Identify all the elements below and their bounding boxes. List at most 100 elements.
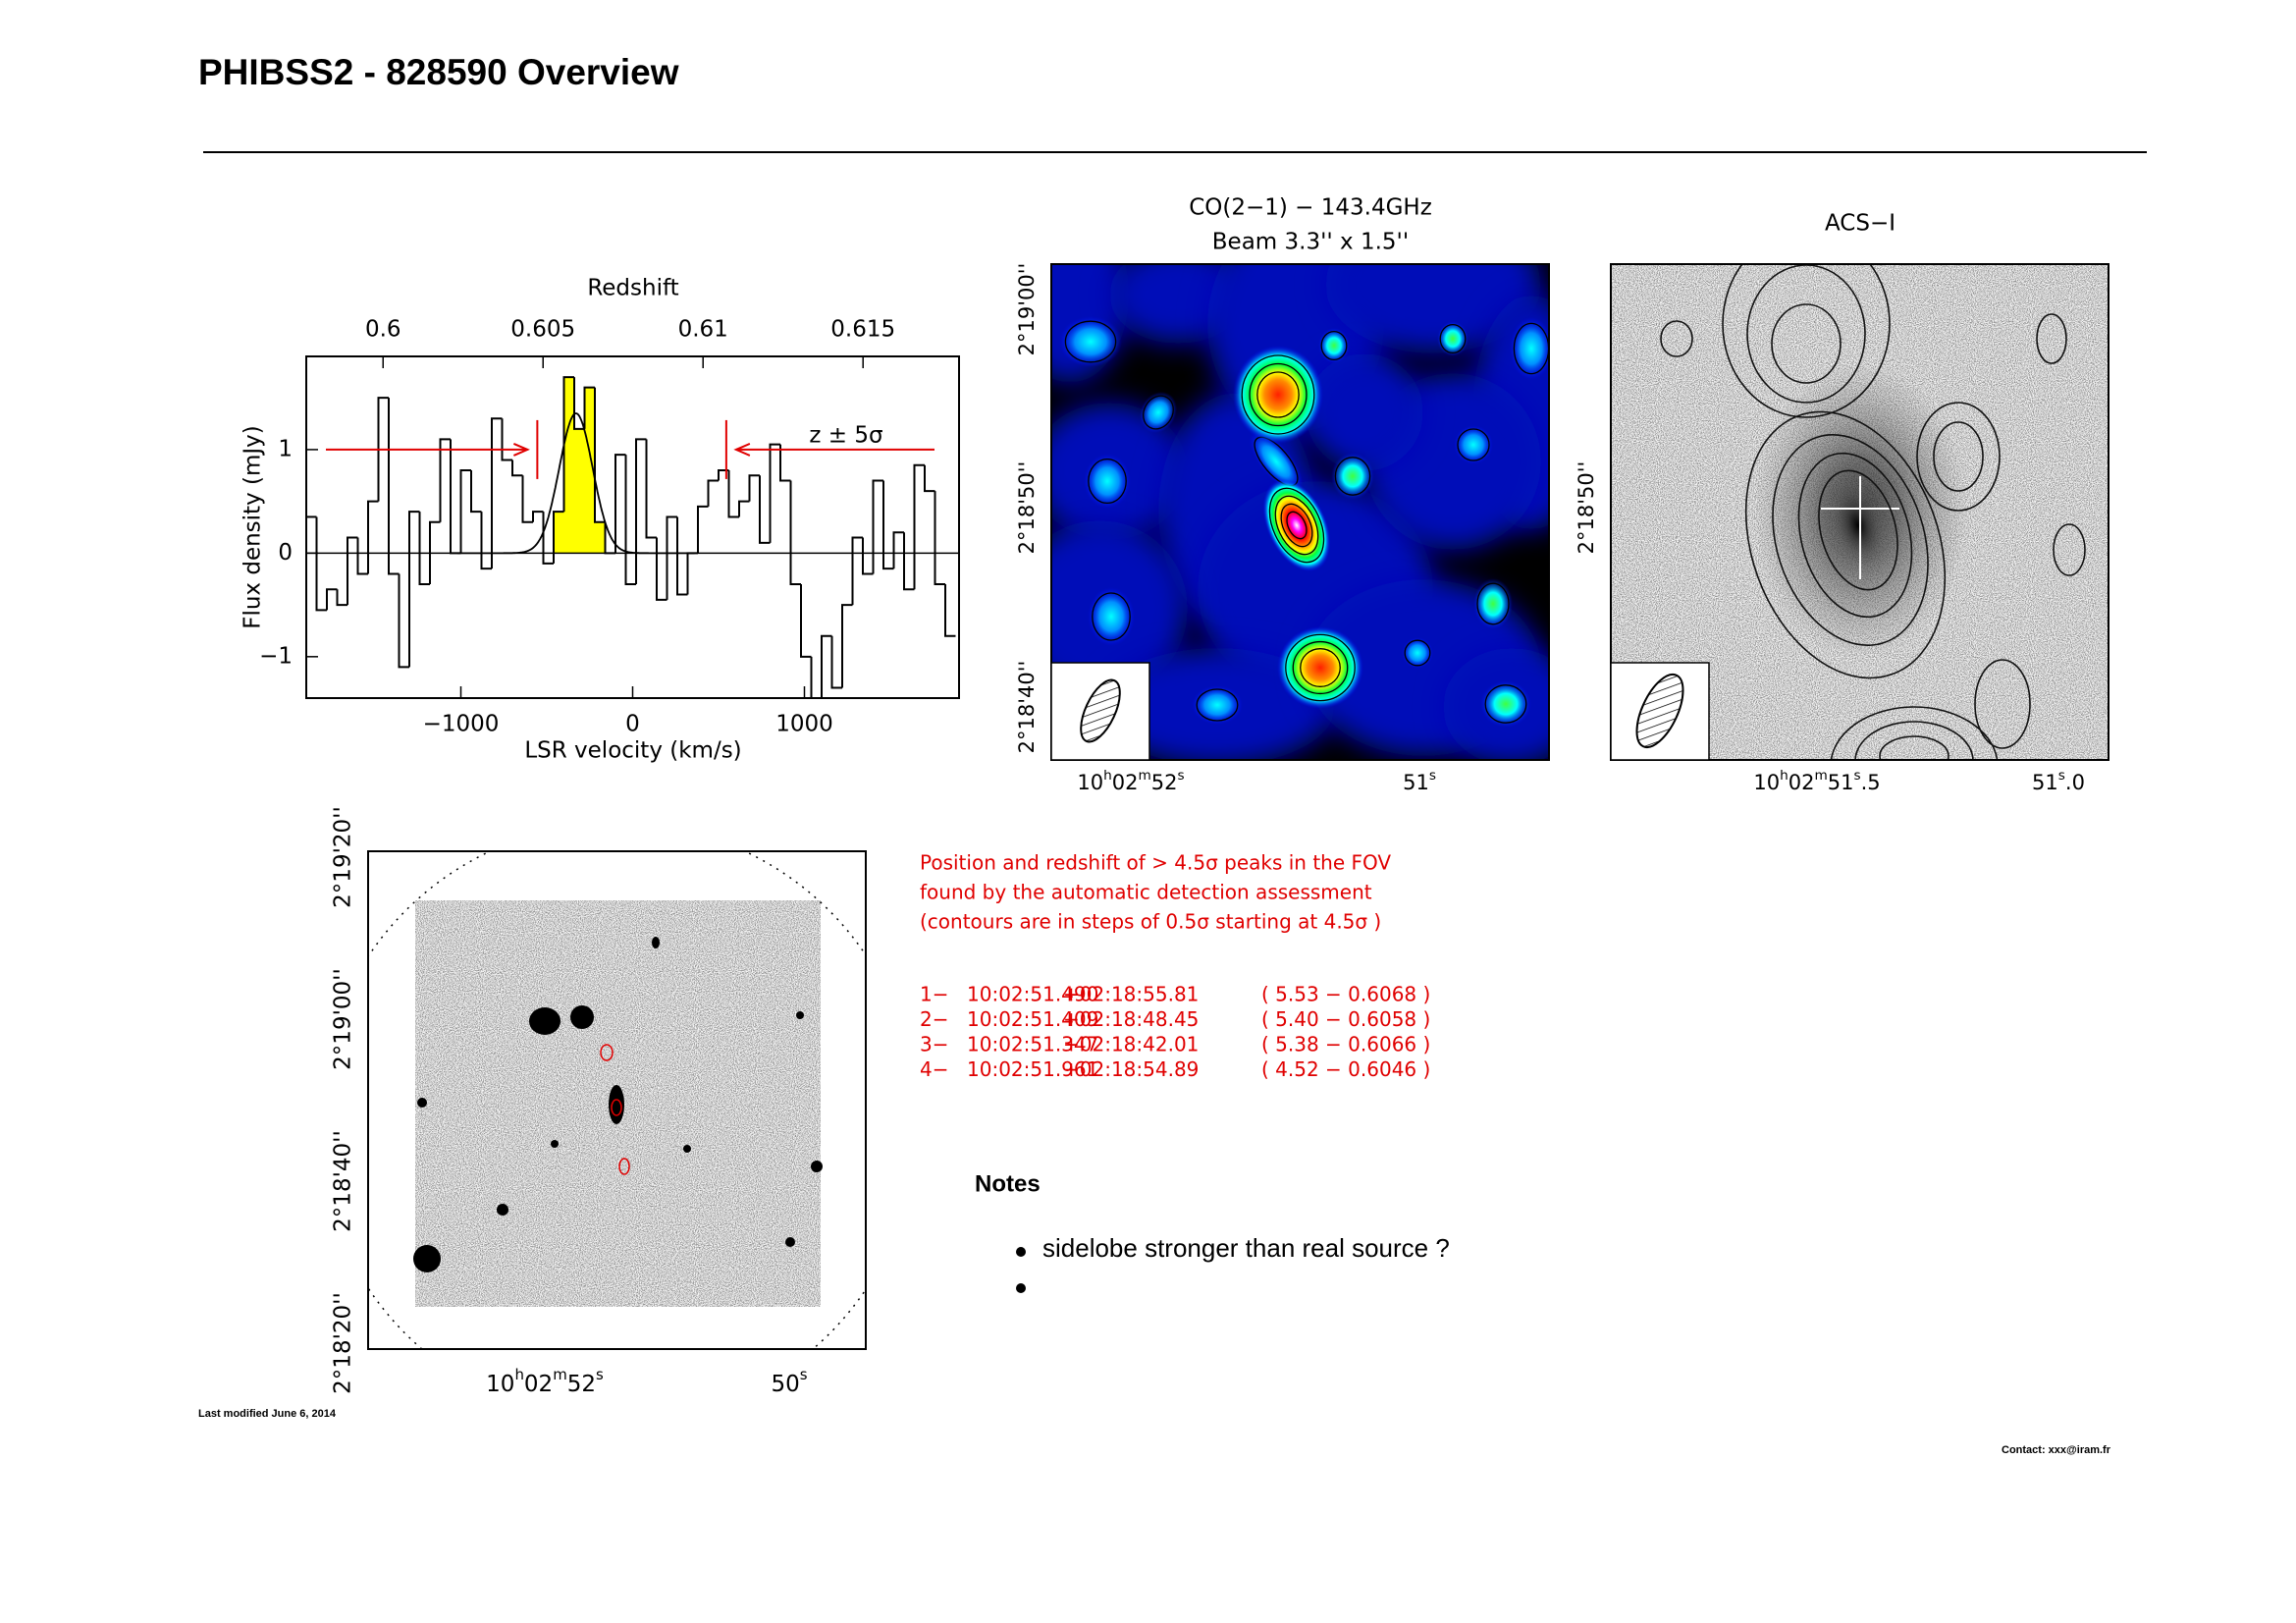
fov-contour bbox=[611, 1099, 622, 1116]
co-contour bbox=[1274, 495, 1319, 556]
peak-field: +02:18:54.89 bbox=[1063, 1057, 1199, 1081]
unit-superscript: h bbox=[514, 1366, 523, 1383]
co-contour bbox=[1064, 320, 1117, 363]
spectrum-step bbox=[377, 397, 389, 502]
unit-superscript: h bbox=[1103, 768, 1112, 784]
detection-text: (contours are in steps of 0.5σ starting … bbox=[920, 910, 1381, 934]
spectrum-step bbox=[779, 444, 791, 482]
fit-curve bbox=[457, 412, 695, 555]
peak-field: 1− bbox=[920, 983, 948, 1006]
y-tick-label: 2°18'40'' bbox=[331, 1130, 356, 1232]
co-contour bbox=[1292, 640, 1349, 695]
co-blob bbox=[1262, 478, 1331, 572]
unit-superscript: m bbox=[553, 1366, 567, 1383]
co-blob bbox=[1437, 321, 1468, 356]
peak-field: 10:02:51.409 bbox=[967, 1007, 1098, 1031]
fov-source bbox=[811, 1161, 823, 1172]
co-blob bbox=[1277, 626, 1363, 709]
co-blob bbox=[1510, 317, 1549, 380]
spectrum-step bbox=[347, 536, 358, 606]
y-tick-label: 0 bbox=[278, 540, 293, 566]
coordinate-part: 10 bbox=[1077, 771, 1103, 794]
co-blob bbox=[1233, 346, 1323, 444]
bullet bbox=[1016, 1247, 1026, 1257]
acs-galaxy bbox=[1831, 482, 1886, 568]
spectrum-step bbox=[439, 438, 451, 522]
acs-contour bbox=[1818, 469, 1898, 591]
y-tick-label: 2°18'50'' bbox=[1015, 461, 1039, 555]
acs-contour bbox=[1744, 410, 1947, 679]
spectrum-step bbox=[934, 491, 945, 585]
coordinate-part: 10 bbox=[486, 1372, 514, 1397]
acs-contour bbox=[2053, 523, 2086, 576]
acs-contour bbox=[2036, 313, 2067, 364]
spectrum-step bbox=[491, 417, 503, 569]
co-contour bbox=[1300, 648, 1341, 687]
co-blob bbox=[1318, 328, 1350, 363]
map-title: CO(2−1) − 143.4GHz bbox=[1189, 195, 1432, 221]
acs-contour bbox=[1854, 721, 1974, 760]
spectrum-step bbox=[624, 455, 636, 585]
coordinate-part: 50 bbox=[771, 1372, 799, 1397]
x-tick-label: 10h02m52s bbox=[1077, 768, 1184, 794]
fov-source bbox=[652, 937, 660, 948]
spectrum-step bbox=[336, 589, 347, 607]
spectrum-step bbox=[789, 480, 801, 585]
page-title: PHIBSS2 - 828590 Overview bbox=[198, 52, 679, 92]
coordinate-part: 10 bbox=[1753, 771, 1780, 794]
spectrum-step bbox=[748, 474, 760, 502]
spectrum-step bbox=[562, 376, 574, 513]
x-tick-label: 1000 bbox=[775, 712, 833, 737]
spectrum-step bbox=[532, 511, 544, 522]
co-contour bbox=[1143, 395, 1174, 430]
spectrum-step bbox=[315, 516, 327, 612]
z-tick-label: 0.615 bbox=[830, 317, 895, 343]
y-tick-label: 2°18'50'' bbox=[1575, 461, 1598, 555]
co-contour bbox=[1196, 688, 1239, 722]
spectrum-step bbox=[851, 536, 863, 606]
x-tick-label: 10h02m51s.5 bbox=[1753, 768, 1880, 794]
peak-field: 3− bbox=[920, 1033, 948, 1056]
z-tick-label: 0.61 bbox=[678, 317, 728, 343]
unit-superscript: h bbox=[1780, 768, 1789, 784]
co-contour bbox=[1249, 362, 1308, 427]
co-blob bbox=[1249, 431, 1304, 492]
x-tick-label: 10h02m52s bbox=[486, 1366, 604, 1397]
spectrum-step bbox=[707, 479, 719, 507]
y-tick-label: 2°19'00'' bbox=[1015, 263, 1039, 356]
acs-contour bbox=[1722, 264, 1891, 418]
spectrum-step bbox=[480, 512, 492, 570]
unit-superscript: s bbox=[2058, 768, 2065, 784]
acs-contour bbox=[1933, 421, 1984, 492]
co-blob bbox=[1331, 453, 1374, 500]
z-tick-label: 0.605 bbox=[510, 317, 575, 343]
co-blob bbox=[1402, 637, 1433, 669]
spectrum-step bbox=[924, 464, 935, 493]
co-blob bbox=[1084, 454, 1131, 509]
co-contour bbox=[1484, 684, 1527, 724]
fov-map-image bbox=[368, 851, 866, 1349]
line-channel bbox=[574, 428, 585, 554]
spectrum-step bbox=[388, 398, 400, 575]
co-map-image bbox=[1051, 264, 1549, 760]
line-channel bbox=[584, 387, 595, 554]
y-tick-label: 1 bbox=[278, 436, 293, 461]
spectrum-step bbox=[676, 516, 688, 596]
coordinate-part: 51 bbox=[1403, 771, 1429, 794]
spectrum-step bbox=[759, 475, 771, 544]
y-axis-label: Flux density (mJy) bbox=[240, 425, 266, 629]
spectrum-step bbox=[882, 480, 894, 570]
acs-contour bbox=[1974, 659, 2031, 749]
spectrum-step bbox=[326, 588, 338, 611]
peak-field: 10:02:51.961 bbox=[967, 1057, 1098, 1081]
y-tick-label: 2°18'20'' bbox=[331, 1292, 356, 1394]
co-contour bbox=[1285, 633, 1356, 702]
coordinate-part: 02 bbox=[1112, 771, 1139, 794]
y-tick-label: 2°18'40'' bbox=[1015, 661, 1039, 754]
co-blob bbox=[1059, 316, 1122, 367]
co-contour bbox=[1476, 582, 1510, 625]
line-channel bbox=[595, 521, 606, 554]
footer-modified: Last modified June 6, 2014 bbox=[198, 1408, 337, 1420]
x-tick-label: 51s.0 bbox=[2032, 768, 2085, 794]
co-emission bbox=[1325, 264, 1541, 353]
